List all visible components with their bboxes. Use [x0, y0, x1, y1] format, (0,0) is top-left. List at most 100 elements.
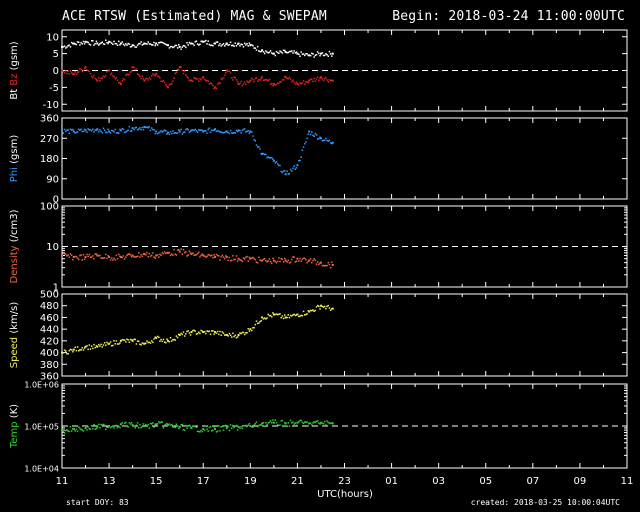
data-point: [93, 44, 95, 46]
data-point: [106, 341, 108, 344]
x-tick-label: 23: [338, 476, 351, 487]
data-point: [68, 430, 71, 433]
data-point: [205, 425, 207, 428]
data-point: [99, 427, 101, 429]
data-point: [279, 164, 281, 167]
data-point: [118, 343, 120, 345]
data-point: [86, 41, 88, 43]
data-point: [210, 330, 213, 332]
data-point: [286, 425, 288, 427]
data-point: [291, 422, 293, 424]
data-point: [142, 78, 145, 80]
data-point: [67, 353, 69, 355]
data-point: [150, 75, 153, 77]
data-point: [121, 79, 124, 82]
data-point: [299, 419, 301, 422]
data-point: [207, 330, 209, 333]
data-point: [185, 46, 187, 49]
data-point: [103, 129, 106, 132]
data-point: [319, 308, 321, 310]
data-point: [326, 264, 328, 267]
y-tick-label: 360: [40, 114, 59, 125]
data-point: [183, 429, 186, 432]
data-point: [269, 260, 272, 263]
data-point: [133, 256, 135, 258]
data-point: [80, 428, 82, 431]
data-point: [265, 153, 267, 156]
data-point: [87, 255, 89, 258]
data-point: [79, 254, 81, 257]
data-point: [79, 68, 81, 70]
data-point: [102, 423, 105, 426]
data-point: [172, 46, 174, 49]
data-point: [234, 334, 237, 337]
data-point: [262, 422, 265, 424]
data-point: [301, 421, 304, 424]
data-point: [213, 426, 215, 428]
data-point: [235, 336, 238, 339]
data-point: [275, 83, 278, 86]
data-point: [106, 131, 108, 134]
data-point: [275, 161, 278, 163]
data-point: [89, 72, 92, 75]
data-point: [299, 257, 301, 260]
data-point: [106, 70, 108, 73]
data-point: [305, 259, 307, 261]
data-point: [156, 335, 159, 338]
data-point: [102, 127, 105, 130]
data-point: [175, 71, 178, 73]
data-point: [99, 80, 101, 82]
data-point: [240, 43, 242, 45]
data-point: [234, 77, 237, 79]
data-point: [181, 46, 184, 48]
data-point: [259, 50, 261, 53]
data-point: [272, 313, 275, 316]
data-point: [316, 138, 319, 140]
data-point: [287, 314, 289, 316]
data-point: [196, 430, 199, 433]
data-point: [149, 422, 152, 425]
data-point: [74, 255, 76, 258]
data-point: [309, 78, 312, 80]
data-point: [303, 314, 306, 316]
data-point: [113, 339, 115, 342]
data-point: [315, 263, 318, 265]
data-point: [83, 347, 86, 349]
data-point: [228, 43, 231, 46]
data-point: [68, 349, 71, 352]
data-point: [163, 129, 166, 132]
data-point: [240, 425, 242, 428]
data-point: [223, 131, 226, 134]
data-point: [254, 423, 257, 425]
data-point: [282, 79, 285, 81]
data-point: [313, 56, 315, 58]
data-point: [135, 126, 138, 129]
data-point: [131, 254, 134, 257]
data-point: [271, 52, 273, 54]
data-point: [112, 344, 114, 347]
data-point: [202, 130, 205, 133]
data-point: [69, 348, 72, 351]
data-point: [269, 83, 272, 85]
y-axis-label-part: Bt: [9, 89, 20, 100]
data-point: [287, 78, 289, 80]
data-point: [246, 43, 248, 45]
data-point: [278, 164, 280, 167]
data-point: [236, 429, 239, 431]
data-point: [129, 46, 132, 48]
data-point: [223, 74, 226, 76]
data-point: [128, 422, 131, 424]
data-point: [265, 318, 267, 320]
data-point: [79, 427, 81, 430]
data-point: [294, 52, 297, 54]
data-point: [84, 129, 87, 132]
data-point: [243, 333, 246, 336]
data-point: [156, 423, 159, 425]
data-point: [329, 309, 332, 312]
data-point: [72, 350, 74, 353]
data-point: [80, 41, 82, 44]
data-point: [195, 78, 198, 80]
data-point: [94, 253, 96, 255]
data-point: [97, 255, 100, 257]
data-point: [72, 256, 75, 259]
